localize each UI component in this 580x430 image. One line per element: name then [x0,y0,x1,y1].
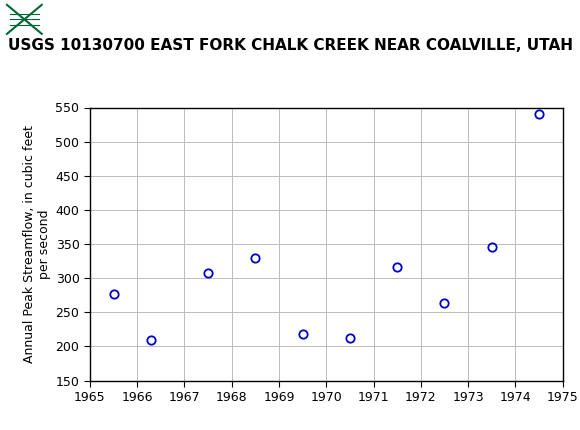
Text: USGS 10130700 EAST FORK CHALK CREEK NEAR COALVILLE, UTAH: USGS 10130700 EAST FORK CHALK CREEK NEAR… [8,38,572,52]
Y-axis label: Annual Peak Streamflow, in cubic feet
per second: Annual Peak Streamflow, in cubic feet pe… [23,125,51,363]
FancyBboxPatch shape [7,5,42,34]
Text: USGS: USGS [49,10,108,29]
